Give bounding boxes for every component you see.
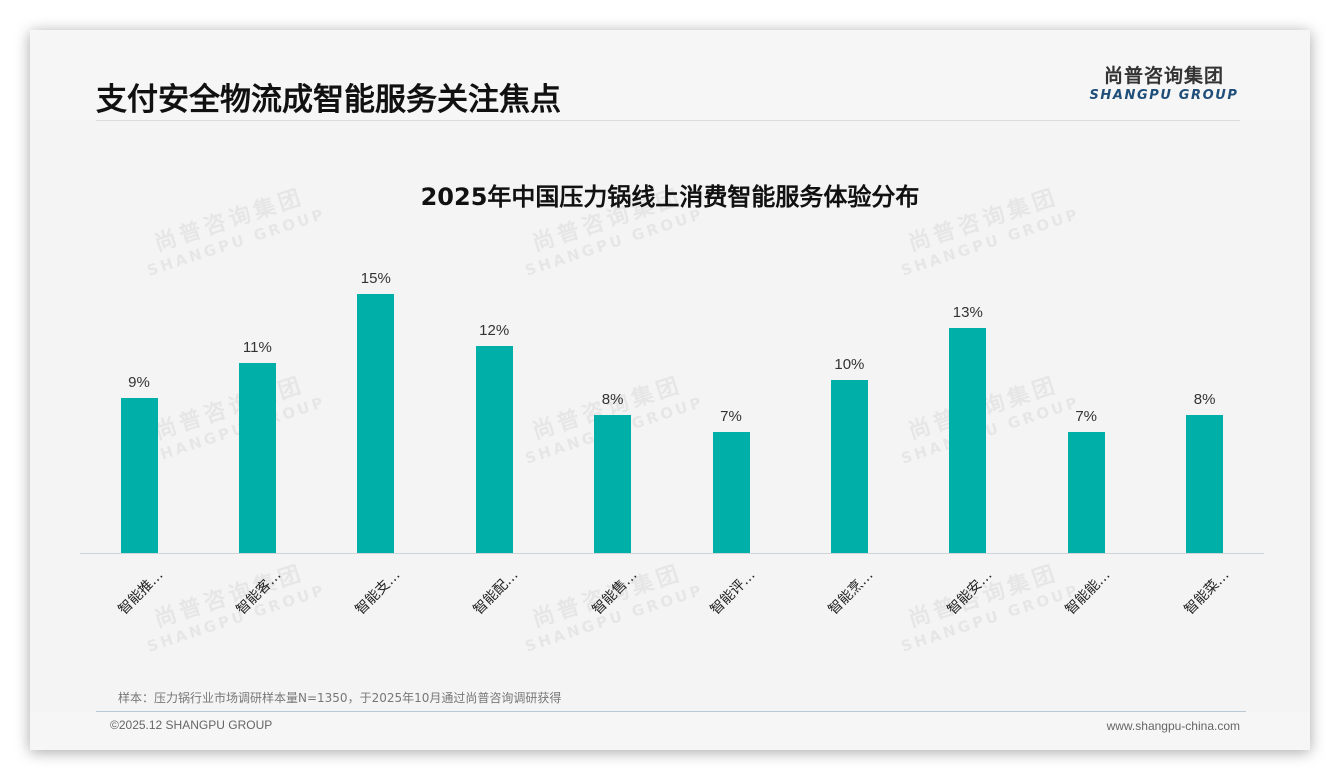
bar (120, 397, 158, 553)
footer-divider (96, 711, 1246, 712)
x-tick-label: 智能支… (352, 567, 404, 619)
page-title: 支付安全物流成智能服务关注焦点 (96, 82, 561, 118)
bar-value-label: 9% (128, 373, 150, 391)
bar (1067, 432, 1105, 553)
bar-value-label: 7% (720, 408, 742, 426)
bar-chart: 9% 智能推… 11% 智能客… 15% 智能支… 12% 智能配… 8% 智能售… 7% 智能评… 1… (30, 30, 1310, 750)
bar-value-label: 8% (601, 390, 624, 408)
chart-title: 2025年中国压力锅线上消费智能服务体验分布 (420, 183, 920, 211)
x-tick-label: 智能售… (589, 567, 641, 619)
slide: 支付安全物流成智能服务关注焦点 尚普咨询集团 SHANGPU GROUP 尚普咨… (30, 30, 1310, 750)
x-tick-label: 智能配… (470, 567, 522, 619)
bar-value-label: 13% (952, 304, 983, 322)
bar-value-label: 8% (1193, 390, 1216, 408)
bar (830, 380, 868, 553)
bar (949, 328, 987, 553)
x-tick-label: 智能客… (233, 567, 285, 619)
x-tick-label: 智能烹… (825, 567, 877, 619)
copyright-text: ©2025.12 SHANGPU GROUP (110, 718, 273, 732)
x-axis-line (80, 553, 1264, 554)
company-logo: 尚普咨询集团 SHANGPU GROUP (1088, 64, 1240, 104)
bar (238, 363, 276, 553)
logo-cn-text: 尚普咨询集团 (1103, 65, 1224, 87)
bar-value-label: 7% (1075, 408, 1098, 426)
x-tick-label: 智能菜… (1181, 567, 1233, 619)
website-link: www.shangpu-china.com (1106, 719, 1240, 733)
logo-en-text: SHANGPU GROUP (1089, 88, 1239, 103)
bar-value-label: 11% (242, 339, 272, 357)
bar-value-label: 12% (479, 321, 510, 339)
header-divider (96, 120, 1240, 121)
x-tick-label: 智能安… (944, 567, 996, 619)
footer-band (30, 712, 1310, 750)
bar-value-label: 15% (360, 269, 391, 287)
x-tick-label: 智能能… (1062, 567, 1114, 619)
bar (1186, 414, 1224, 553)
bar (594, 414, 632, 553)
bar (712, 432, 750, 553)
x-tick-label: 智能评… (707, 567, 759, 619)
header-band (30, 30, 1310, 120)
bar (357, 293, 395, 553)
bar (475, 345, 513, 553)
x-tick-label: 智能推… (115, 567, 167, 619)
sample-note: 样本：压力锅行业市场调研样本量N=1350，于2025年10月通过尚普咨询调研获… (118, 691, 562, 705)
bar-value-label: 10% (834, 356, 865, 374)
